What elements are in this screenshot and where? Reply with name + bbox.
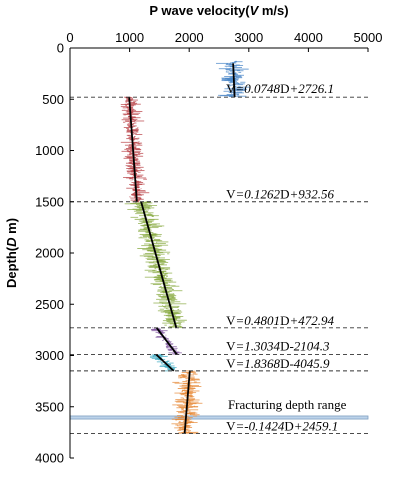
fit-line-4 xyxy=(155,327,178,356)
y-tick-label: 3500 xyxy=(35,399,64,414)
fit-equation-5-part: D xyxy=(280,356,289,371)
fit-equation-5-part: V xyxy=(226,356,236,371)
fit-equation-4-part: D xyxy=(280,338,289,353)
fit-equation-2-part: V xyxy=(226,187,236,202)
x-axis-title-part: P wave velocity( xyxy=(149,3,250,18)
fit-equation-2-part: D xyxy=(280,187,289,202)
velocity-logs xyxy=(120,60,250,434)
fit-equation-4: V=1.3034D-2104.3 xyxy=(226,338,330,353)
y-axis-title-part: D xyxy=(4,237,19,247)
x-tick-label: 0 xyxy=(66,30,73,45)
fit-equation-3-part: =0.4801 xyxy=(236,313,281,328)
fit-equation-1-part: D xyxy=(280,81,289,96)
x-tick-label: 5000 xyxy=(354,30,383,45)
y-tick-label: 1000 xyxy=(35,143,64,158)
fit-line-3 xyxy=(140,201,178,329)
fit-line-6 xyxy=(183,370,191,434)
y-tick-label: 3000 xyxy=(35,348,64,363)
axes: 0 1000 2000 3000 4000 5000 0 500 1000 1500 2000 250… xyxy=(4,3,382,466)
x-axis-title-part: V xyxy=(250,3,260,18)
fit-equation-6-part: +2459.1 xyxy=(294,418,339,433)
fit-lines xyxy=(128,63,236,434)
fit-equation-6: V=-0.1424D+2459.1 xyxy=(226,418,338,433)
fit-equation-6-part: D xyxy=(284,418,293,433)
fit-equation-3: V=0.4801D+472.94 xyxy=(226,313,334,328)
fit-line-1 xyxy=(232,63,236,98)
fit-equation-1-part: +2726.1 xyxy=(289,81,334,96)
fit-equation-5-part: =1.8368 xyxy=(236,356,281,371)
fracturing-label: Fracturing depth range xyxy=(228,397,347,412)
fit-equation-4-part: V xyxy=(226,338,236,353)
fit-equation-1-part: V xyxy=(226,81,236,96)
boundary-lines xyxy=(70,96,368,434)
y-tick-label: 1500 xyxy=(35,194,64,209)
y-tick-label: 2000 xyxy=(35,246,64,261)
fit-equation-1-part: =0.0748 xyxy=(236,81,281,96)
fit-equation-3-part: V xyxy=(226,313,236,328)
y-tick-label: 500 xyxy=(42,92,64,107)
velocity-log-1 xyxy=(216,60,250,98)
x-tick-label: 3000 xyxy=(234,30,263,45)
y-axis-title-part: m) xyxy=(4,218,19,238)
annotations: V=0.0748D+2726.1V=0.1262D+932.56V=0.4801… xyxy=(226,81,346,433)
fit-equation-4-part: =1.3034 xyxy=(236,338,281,353)
x-tick-label: 2000 xyxy=(175,30,204,45)
velocity-log-3 xyxy=(124,201,187,329)
x-axis-title-part: m/s) xyxy=(258,3,288,18)
y-axis-title: Depth(D m) xyxy=(4,218,19,288)
fit-equation-5: V=1.8368D-4045.9 xyxy=(226,356,330,371)
fit-line-2 xyxy=(128,97,138,202)
velocity-log-2 xyxy=(120,96,150,203)
x-tick-label: 4000 xyxy=(294,30,323,45)
fit-equation-4-part: -2104.3 xyxy=(289,338,330,353)
fit-equation-2-part: =0.1262 xyxy=(236,187,281,202)
y-tick-label: 0 xyxy=(57,41,64,56)
fit-line-5 xyxy=(155,353,175,372)
fit-equation-2-part: +932.56 xyxy=(289,187,334,202)
fit-equation-3-part: +472.94 xyxy=(289,313,334,328)
x-axis-title: P wave velocity(V m/s) xyxy=(149,3,288,18)
fit-equation-3-part: D xyxy=(280,313,289,328)
y-tick-label: 2500 xyxy=(35,297,64,312)
y-axis-title-part: Depth( xyxy=(4,246,19,288)
fit-equation-5-part: -4045.9 xyxy=(289,356,330,371)
fit-equation-6-part: V xyxy=(226,418,236,433)
y-tick-label: 4000 xyxy=(35,451,64,466)
x-tick-label: 1000 xyxy=(115,30,144,45)
fit-equation-2: V=0.1262D+932.56 xyxy=(226,187,334,202)
fit-equation-1: V=0.0748D+2726.1 xyxy=(226,81,334,96)
fit-equation-6-part: =-0.1424 xyxy=(236,418,285,433)
